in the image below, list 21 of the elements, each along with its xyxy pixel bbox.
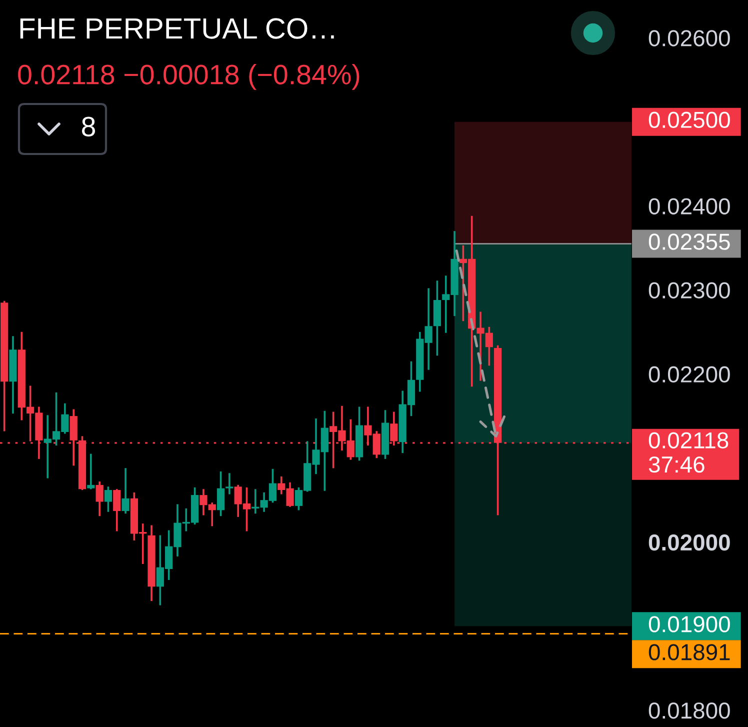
band-label: 0.01900 [648, 616, 730, 632]
text: 0.02118 −0.00018 (−0.84%) [18, 64, 360, 90]
y-tick-label: 0.02400 [648, 198, 730, 214]
candlestick [96, 482, 104, 516]
chart-title: FHE PERPETUAL CO… [20, 18, 334, 39]
band-label: 0.02500 [648, 112, 730, 128]
y-tick-label: 0.01800 [648, 702, 730, 719]
candlestick [104, 486, 112, 512]
ref-line-label: 0.02118 37:46 [648, 432, 728, 473]
candlestick [216, 471, 225, 516]
y-tick-label: 0.02600 [648, 30, 730, 46]
candlestick [226, 473, 234, 494]
candlestick [113, 489, 121, 532]
y-tick-label: 0.02300 [648, 282, 730, 298]
ref-line-label: 0.02355 [648, 234, 730, 250]
candlestick [122, 468, 130, 514]
y-tick-label: 0.02000 [648, 534, 730, 551]
ref-line-label: 0.01891 [648, 644, 730, 660]
y-tick-label: 0.02200 [648, 366, 730, 383]
candlestick [87, 454, 95, 490]
annotation: 8 [82, 116, 96, 136]
